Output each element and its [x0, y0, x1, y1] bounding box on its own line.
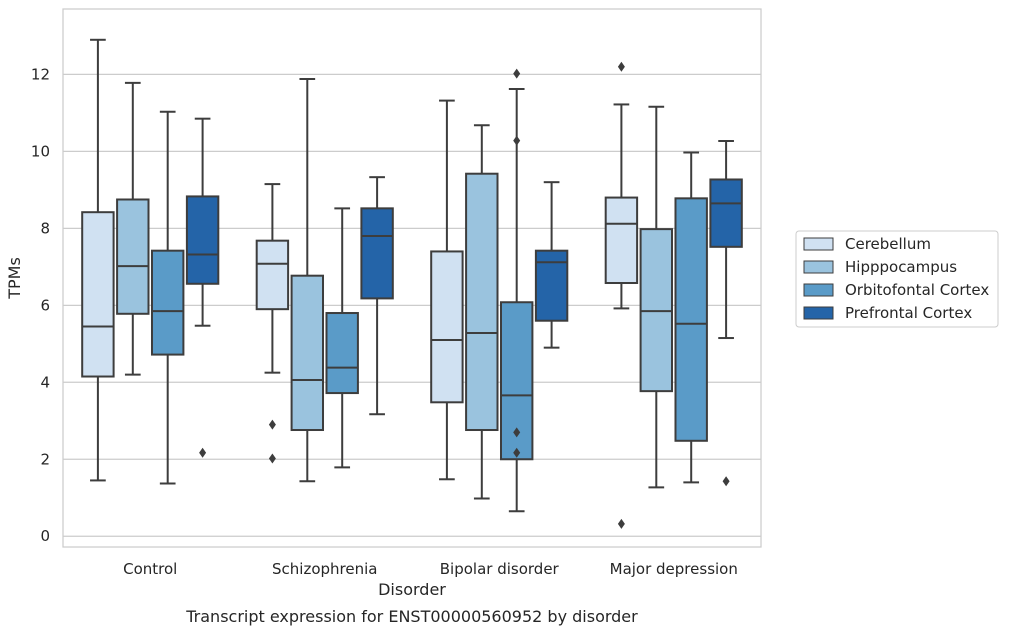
- chart-caption: Transcript expression for ENST0000056095…: [185, 607, 638, 626]
- legend-label: Cerebellum: [845, 235, 931, 253]
- y-tick-label: 10: [31, 142, 50, 160]
- legend-swatch: [803, 237, 834, 251]
- box-body: [709, 178, 743, 248]
- x-tick-labels: Control Schizophrenia Bipolar disorder Majo…: [123, 560, 738, 578]
- y-tick-label: 4: [40, 373, 50, 391]
- box: [639, 105, 674, 489]
- y-tick-label: 12: [31, 65, 50, 83]
- plot-frame: [62, 8, 762, 548]
- outlier-point: [199, 447, 207, 458]
- outlier-point: [513, 68, 521, 79]
- box: [150, 110, 185, 485]
- outlier-point: [268, 419, 276, 430]
- box: [499, 68, 534, 513]
- outlier-point: [268, 453, 276, 464]
- box: [116, 81, 150, 376]
- y-tick-label: 0: [40, 527, 50, 545]
- box: [185, 117, 220, 458]
- outlier-point: [513, 447, 521, 458]
- legend: Cerebellum Hipppocampus Orbitofontal Corte…: [795, 230, 999, 328]
- legend-frame: [795, 230, 999, 328]
- y-tick-label: 2: [40, 450, 50, 468]
- legend-swatch: [803, 283, 834, 297]
- box: [360, 176, 394, 416]
- box-body: [255, 239, 290, 311]
- box: [604, 61, 639, 529]
- box: [709, 139, 743, 487]
- x-tick-label: Bipolar disorder: [440, 560, 560, 578]
- y-tick-label: 6: [40, 296, 50, 314]
- box-body: [150, 249, 185, 356]
- boxes: [81, 38, 743, 529]
- x-tick-label: Control: [123, 560, 177, 578]
- legend-label: Prefrontal Cortex: [845, 304, 972, 322]
- box: [430, 99, 464, 481]
- box-body: [360, 207, 394, 300]
- outlier-point: [722, 476, 730, 487]
- box-body: [185, 195, 220, 285]
- box: [674, 151, 708, 484]
- box-body: [325, 312, 359, 395]
- x-tick-label: Major depression: [610, 560, 738, 578]
- box-body: [534, 249, 569, 322]
- box-body: [604, 196, 639, 285]
- outlier-point: [513, 427, 521, 438]
- box: [465, 124, 499, 500]
- x-axis-title: Disorder: [378, 580, 446, 599]
- box-body: [430, 250, 464, 404]
- box-body: [290, 274, 325, 432]
- legend-label: Hipppocampus: [845, 258, 957, 276]
- box: [255, 183, 290, 464]
- legend-label: Orbitofontal Cortex: [845, 281, 989, 299]
- y-tick-labels: 0 2 4 6 8 10 12: [31, 65, 50, 545]
- box: [81, 38, 115, 482]
- box-body: [81, 211, 115, 378]
- outlier-point: [617, 61, 625, 72]
- box-body: [116, 198, 150, 315]
- x-tick-label: Schizophrenia: [272, 560, 377, 578]
- box-body: [465, 172, 499, 432]
- y-tick-label: 8: [40, 219, 50, 237]
- box-body: [674, 197, 708, 442]
- y-axis-title: TPMs: [5, 257, 24, 300]
- outlier-point: [513, 135, 521, 146]
- box: [534, 181, 569, 349]
- legend-swatch: [803, 260, 834, 274]
- outlier-point: [617, 518, 625, 529]
- box: [290, 78, 325, 483]
- legend-swatch: [803, 306, 834, 320]
- box: [325, 207, 359, 469]
